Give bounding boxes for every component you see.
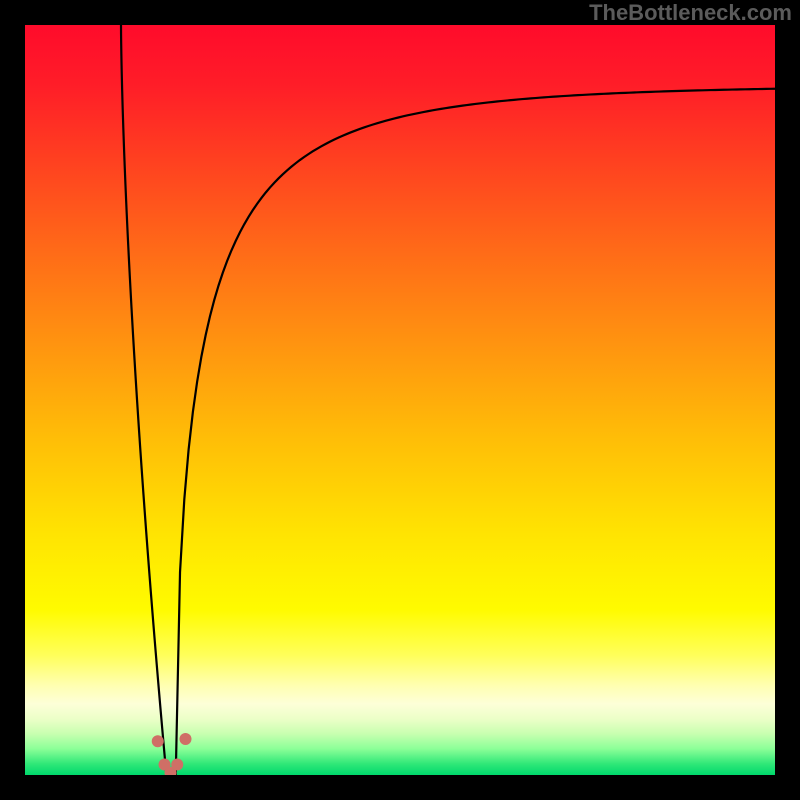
curve-right-branch [176, 89, 775, 775]
minimum-marker [180, 733, 192, 745]
minimum-marker [171, 759, 183, 771]
curve-layer [25, 25, 775, 775]
curve-left-branch [121, 25, 166, 775]
chart-container: TheBottleneck.com [0, 0, 800, 800]
minimum-marker [152, 735, 164, 747]
plot-area [25, 25, 775, 775]
attribution-text: TheBottleneck.com [589, 0, 792, 26]
